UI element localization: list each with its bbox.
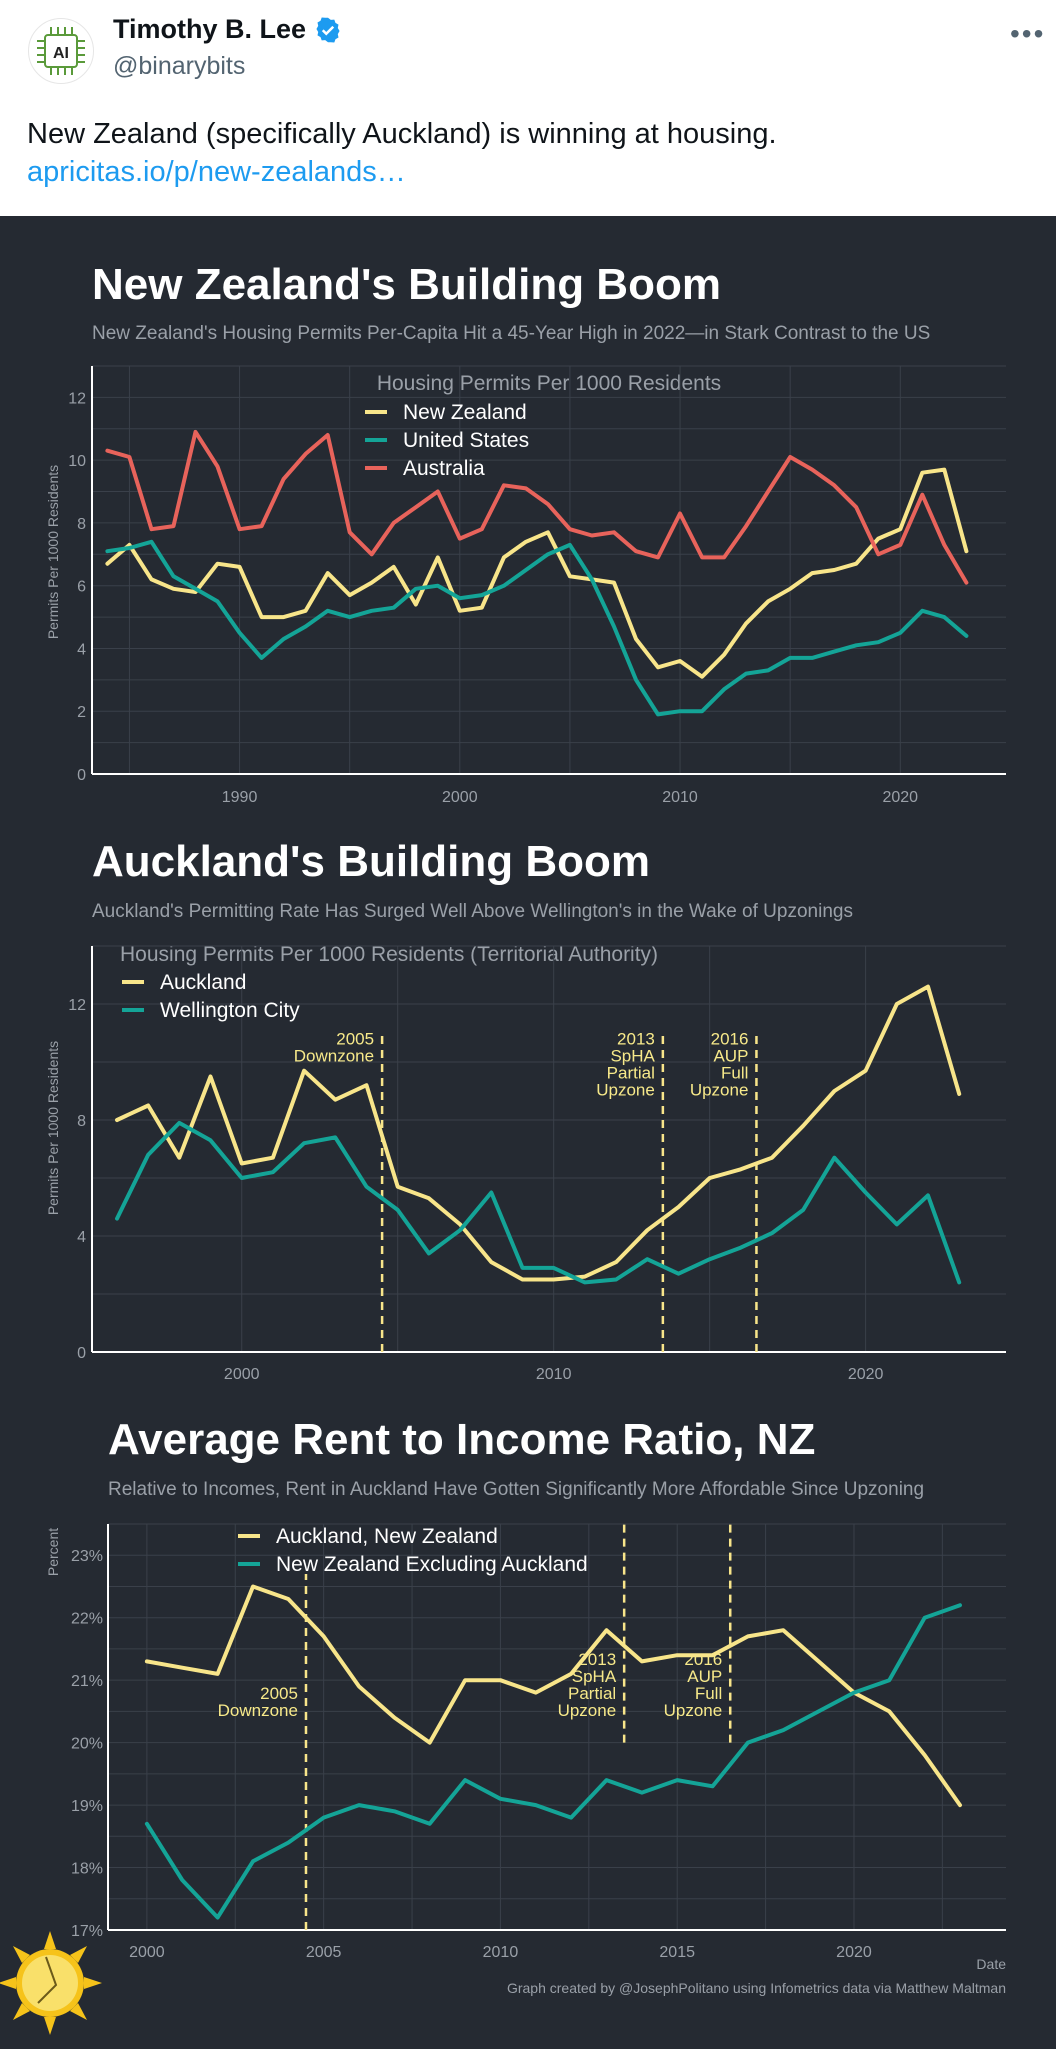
chart1-y-tick-label: 12 xyxy=(68,390,86,407)
chart3-y-tick-label: 21% xyxy=(71,1673,103,1690)
chart1-legend-label: New Zealand xyxy=(403,401,527,424)
chart3-ylabel: Percent xyxy=(45,1528,61,1576)
chart2-legend-title: Housing Permits Per 1000 Residents (Terr… xyxy=(120,943,658,966)
chart1-x-tick-label: 2020 xyxy=(882,789,918,806)
chart1-legend-title: Housing Permits Per 1000 Residents xyxy=(377,372,721,395)
chart2-annotation-line-text: 2016 xyxy=(711,1030,749,1049)
chart1-x-tick-label: 1990 xyxy=(222,789,258,806)
tweet-text: New Zealand (specifically Auckland) is w… xyxy=(27,118,777,150)
chart2-annotation-line-text: Partial xyxy=(607,1064,655,1083)
chart2-title: Auckland's Building Boom xyxy=(92,837,650,886)
chart2-annotation-line-text: 2005 xyxy=(336,1030,374,1049)
chart1-y-tick-label: 0 xyxy=(77,767,86,784)
chart3-x-tick-label: 2015 xyxy=(659,1944,695,1961)
chart3-y-tick-label: 20% xyxy=(71,1736,103,1753)
chart3-legend-label: Auckland, New Zealand xyxy=(276,1525,498,1548)
chart1-y-tick-label: 2 xyxy=(77,704,86,721)
chart1-y-tick-label: 6 xyxy=(77,579,86,596)
chart2-y-tick-label: 8 xyxy=(77,1113,86,1130)
chart3-plot: 2000 2005 2010 2015 2020 17% 18% 19% 20% 21% 22% 23… xyxy=(71,1523,1006,1961)
chart3-x-tick-label: 2020 xyxy=(836,1944,872,1961)
chart2-series-line-1 xyxy=(115,984,962,1282)
chart3-annotation-line-text: SpHA xyxy=(572,1667,617,1686)
chart2-annotation-line-text: SpHA xyxy=(610,1047,655,1066)
chart1-title: New Zealand's Building Boom xyxy=(92,260,721,309)
chart3-y-tick-label: 17% xyxy=(71,1923,103,1940)
chart3-legend-label: New Zealand Excluding Auckland xyxy=(276,1553,588,1576)
chart3-x-tick-label: 2005 xyxy=(306,1944,342,1961)
chart1-plot: 1990 2000 2010 2020 0 2 4 6 8 10 12 New Zealand Unit… xyxy=(68,365,1006,806)
chart3-xlabel: Date xyxy=(976,1956,1006,1972)
chart1-y-tick-label: 4 xyxy=(77,641,86,658)
chart1-legend-label: Australia xyxy=(403,457,485,480)
charts-svg: New Zealand's Building Boom New Zealand'… xyxy=(0,260,1006,2035)
chart2-legend-label: Wellington City xyxy=(160,999,300,1022)
author-handle[interactable]: @binarybits xyxy=(113,52,246,80)
tweet-header: AI Timothy B. Lee @binarybits ••• New Ze… xyxy=(0,0,1056,216)
author-name[interactable]: Timothy B. Lee xyxy=(113,14,342,45)
chart3-y-tick-label: 22% xyxy=(71,1611,103,1628)
chart3-y-tick-label: 19% xyxy=(71,1798,103,1815)
author-name-text[interactable]: Timothy B. Lee xyxy=(113,14,307,44)
chart2-y-tick-label: 12 xyxy=(68,997,86,1014)
avatar[interactable]: AI xyxy=(28,18,94,84)
chart2-annotation-line-text: Full xyxy=(721,1064,748,1083)
chart-image[interactable]: New Zealand's Building Boom New Zealand'… xyxy=(0,216,1056,2049)
chart1-subtitle: New Zealand's Housing Permits Per-Capita… xyxy=(92,323,930,344)
chart3-x-tick-label: 2010 xyxy=(483,1944,519,1961)
chart3-x-tick-label: 2000 xyxy=(129,1944,165,1961)
chart3-series-line-1 xyxy=(144,1584,962,1808)
chart2-annotation-line-text: Upzone xyxy=(596,1081,655,1100)
chart1-series-line-2 xyxy=(105,539,969,717)
chart1-ylabel: Permits Per 1000 Residents xyxy=(45,465,61,639)
chart3-annotation-label: 2005 Downzone xyxy=(218,1684,298,1720)
chart1-legend-label: United States xyxy=(403,429,529,452)
chart3-annotation-line-text: AUP xyxy=(687,1667,722,1686)
chart1-y-tick-label: 8 xyxy=(77,516,86,533)
chart1-series-line-3 xyxy=(105,429,969,585)
chart2-annotation-label: 2005 Downzone xyxy=(294,1030,374,1066)
chart2-y-tick-label: 4 xyxy=(77,1229,86,1246)
chart2-annotation-label: 2016 AUP Full Upzone xyxy=(690,1030,749,1100)
chart3-annotation-line-text: Upzone xyxy=(664,1701,723,1720)
chart2-annotation-line-text: AUP xyxy=(713,1047,748,1066)
chart3-y-tick-label: 18% xyxy=(71,1861,103,1878)
chart2-y-tick-label: 0 xyxy=(77,1345,86,1362)
chart3-annotation-line-text: Upzone xyxy=(558,1701,617,1720)
chart2-subtitle: Auckland's Permitting Rate Has Surged We… xyxy=(92,901,853,922)
chart1-y-tick-label: 10 xyxy=(68,453,86,470)
chart3-annotation-line-text: Partial xyxy=(568,1684,616,1703)
chart3-annotation-line-text: Downzone xyxy=(218,1701,298,1720)
chart3-title: Average Rent to Income Ratio, NZ xyxy=(108,1415,815,1464)
chart3-annotation-label: 2016 AUP Full Upzone xyxy=(664,1650,723,1720)
chart2-annotation-label: 2013 SpHA Partial Upzone xyxy=(596,1030,655,1100)
chart1-x-tick-label: 2000 xyxy=(442,789,478,806)
chart3-annotation-label: 2013 SpHA Partial Upzone xyxy=(558,1650,617,1720)
sun-logo-icon xyxy=(0,1931,102,2035)
tweet-link[interactable]: apricitas.io/p/new-zealands… xyxy=(27,156,406,188)
chart3-y-tick-label: 23% xyxy=(71,1548,103,1565)
chart3-annotation-line-text: Full xyxy=(695,1684,722,1703)
chart3-subtitle: Relative to Incomes, Rent in Auckland Ha… xyxy=(108,1479,924,1500)
chart2-annotation-line-text: Upzone xyxy=(690,1081,749,1100)
chart2-annotation-line-text: 2013 xyxy=(617,1030,655,1049)
chart3-annotation-line-text: 2005 xyxy=(260,1684,298,1703)
chart1-series-line-1 xyxy=(105,467,969,679)
ai-chip-icon: AI xyxy=(37,27,85,75)
chart2-x-tick-label: 2000 xyxy=(224,1366,260,1383)
chart3-series-line-2 xyxy=(144,1603,962,1920)
chart2-ylabel: Permits Per 1000 Residents xyxy=(45,1041,61,1215)
chart2-legend-label: Auckland xyxy=(160,971,246,994)
chart3-credit: Graph created by @JosephPolitano using I… xyxy=(507,1980,1006,1996)
chart2-series-line-2 xyxy=(115,1120,962,1285)
chart2-plot: 2000 2010 2020 0 4 8 12 2005 Downzone 2013 SpHA Par… xyxy=(68,945,1006,1383)
more-icon[interactable]: ••• xyxy=(1010,18,1046,49)
chart2-x-tick-label: 2010 xyxy=(536,1366,572,1383)
chart2-x-tick-label: 2020 xyxy=(848,1366,884,1383)
verified-badge-icon xyxy=(316,17,340,42)
chart1-x-tick-label: 2010 xyxy=(662,789,698,806)
svg-text:AI: AI xyxy=(53,45,69,62)
chart2-annotation-line-text: Downzone xyxy=(294,1047,374,1066)
